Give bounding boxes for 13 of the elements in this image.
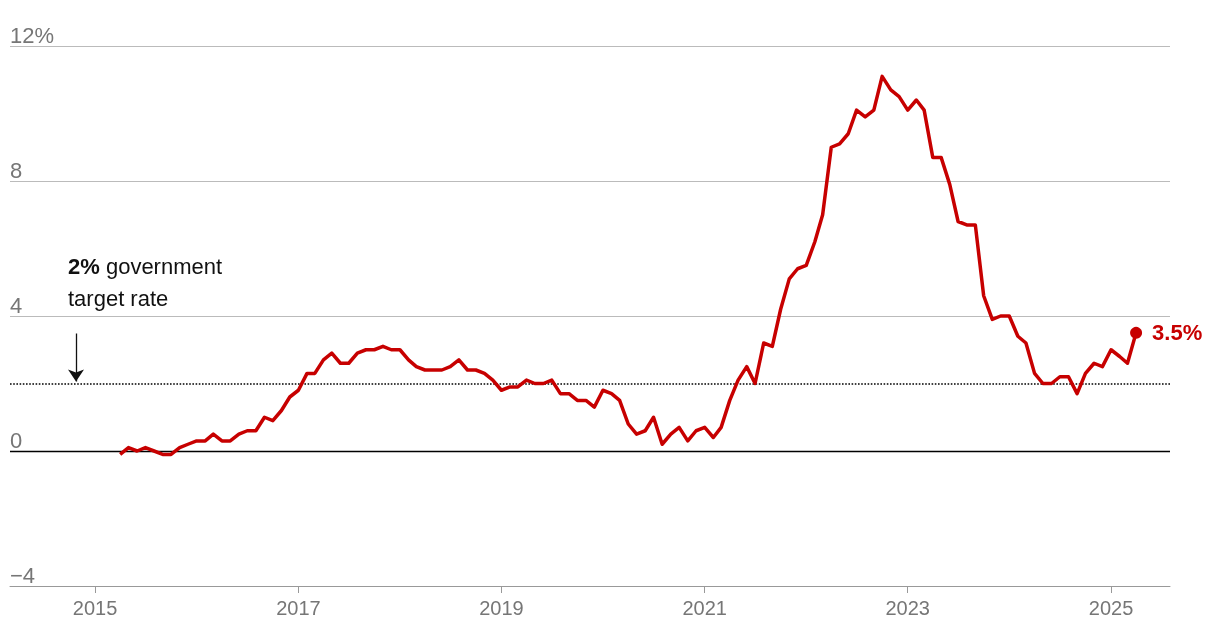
y-tick-label: −4: [10, 562, 36, 588]
y-tick-label: 8: [10, 157, 23, 183]
y-tick-label: 4: [10, 292, 23, 318]
x-tick-label: 2023: [885, 597, 930, 619]
annotation: 3.5%: [1152, 320, 1203, 346]
y-tick-label: 12%: [10, 22, 55, 48]
x-tick-label: 2019: [479, 597, 524, 619]
x-tick-label: 2021: [682, 597, 727, 619]
y-tick-label: 0: [10, 427, 23, 453]
x-tick-label: 2015: [72, 597, 118, 619]
x-tick-label: 2025: [1088, 597, 1134, 619]
ref-line-label: 2% government target rate: [68, 254, 223, 311]
x-tick-label: 2017: [276, 597, 321, 619]
